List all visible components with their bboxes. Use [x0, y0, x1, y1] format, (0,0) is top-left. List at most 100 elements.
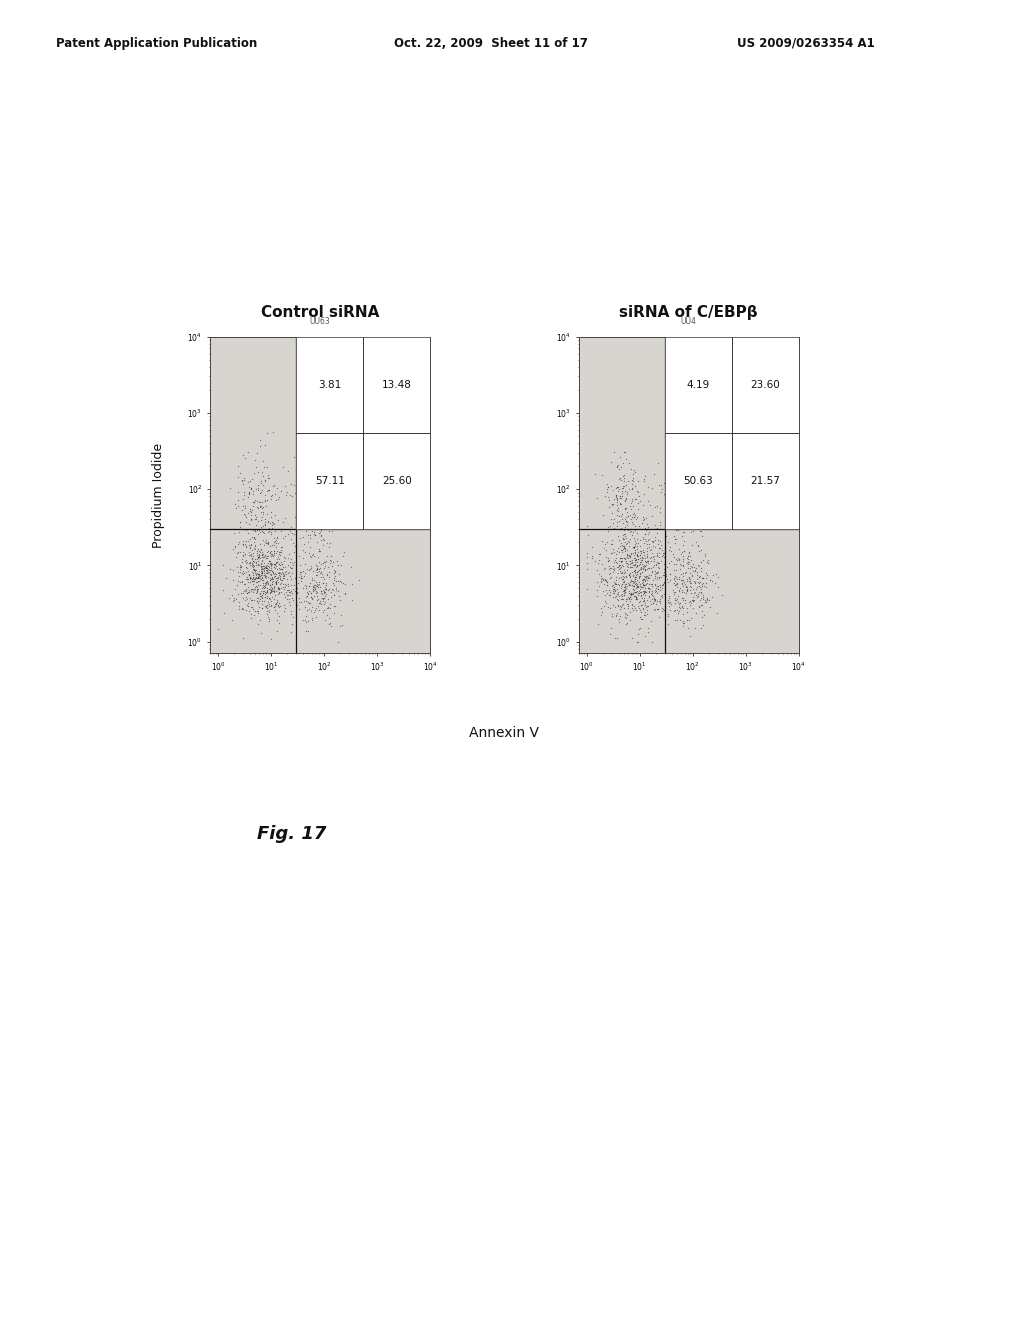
Point — [633, 585, 649, 606]
Point — [256, 511, 272, 532]
Point — [262, 560, 279, 581]
Point — [263, 484, 280, 506]
Point — [259, 480, 275, 502]
Point — [276, 507, 293, 528]
Point — [579, 543, 595, 564]
Point — [658, 495, 675, 516]
Point — [624, 508, 640, 529]
Point — [625, 521, 641, 543]
Point — [310, 487, 327, 508]
Point — [305, 490, 322, 511]
Point — [674, 467, 690, 488]
Point — [629, 564, 645, 585]
Point — [255, 577, 271, 598]
Point — [662, 587, 678, 609]
Point — [632, 564, 648, 585]
Point — [267, 595, 284, 616]
Point — [262, 523, 279, 544]
Point — [321, 562, 337, 583]
Point — [626, 561, 642, 582]
Point — [688, 586, 705, 607]
Point — [696, 545, 713, 566]
Point — [627, 560, 643, 581]
Point — [653, 539, 670, 560]
Point — [632, 552, 648, 573]
Point — [264, 512, 281, 533]
Point — [679, 570, 695, 591]
Point — [301, 572, 317, 593]
Point — [243, 590, 259, 611]
Point — [683, 521, 699, 543]
Point — [253, 585, 269, 606]
Point — [693, 594, 710, 615]
Point — [617, 488, 634, 510]
Point — [678, 480, 694, 502]
Point — [334, 614, 350, 635]
Point — [597, 557, 613, 578]
Point — [249, 591, 265, 612]
Point — [626, 554, 642, 576]
Point — [251, 545, 267, 566]
Point — [611, 529, 628, 550]
Point — [676, 612, 692, 634]
Point — [592, 544, 608, 565]
Point — [308, 590, 325, 611]
Point — [612, 494, 629, 515]
Point — [620, 520, 636, 541]
Point — [621, 545, 637, 566]
Point — [229, 496, 246, 517]
Point — [230, 595, 247, 616]
Point — [241, 482, 257, 503]
Point — [274, 565, 291, 586]
Point — [612, 517, 629, 539]
Point — [306, 599, 323, 620]
Point — [628, 561, 644, 582]
Point — [622, 574, 638, 595]
Point — [254, 587, 270, 609]
Point — [312, 581, 329, 602]
Point — [689, 510, 706, 531]
Point — [596, 595, 612, 616]
Point — [629, 552, 645, 573]
Point — [307, 454, 324, 475]
Point — [247, 568, 263, 589]
Point — [261, 611, 278, 632]
Point — [275, 566, 292, 587]
Point — [644, 582, 660, 603]
Point — [326, 585, 342, 606]
Point — [604, 543, 621, 564]
Point — [304, 482, 321, 503]
Point — [316, 582, 333, 603]
Point — [647, 525, 664, 546]
Point — [297, 517, 313, 539]
Point — [685, 520, 701, 541]
Point — [303, 477, 319, 498]
Point — [687, 503, 703, 524]
Point — [669, 577, 685, 598]
Point — [640, 616, 656, 638]
Point — [627, 461, 643, 482]
Point — [227, 498, 244, 519]
Point — [305, 488, 322, 510]
Point — [259, 533, 275, 554]
Point — [331, 564, 347, 585]
Point — [617, 519, 634, 540]
Point — [258, 568, 274, 589]
Point — [710, 577, 726, 598]
Point — [643, 561, 659, 582]
Point — [288, 562, 304, 583]
Point — [254, 544, 270, 565]
Point — [251, 540, 267, 561]
Point — [264, 578, 281, 599]
Point — [271, 564, 288, 585]
Point — [635, 590, 651, 611]
Point — [690, 535, 707, 556]
Point — [236, 467, 252, 488]
Point — [231, 572, 248, 593]
Point — [250, 568, 266, 589]
Point — [647, 590, 664, 611]
Point — [685, 579, 701, 601]
Point — [684, 561, 700, 582]
Point — [613, 562, 630, 583]
Point — [344, 574, 360, 595]
